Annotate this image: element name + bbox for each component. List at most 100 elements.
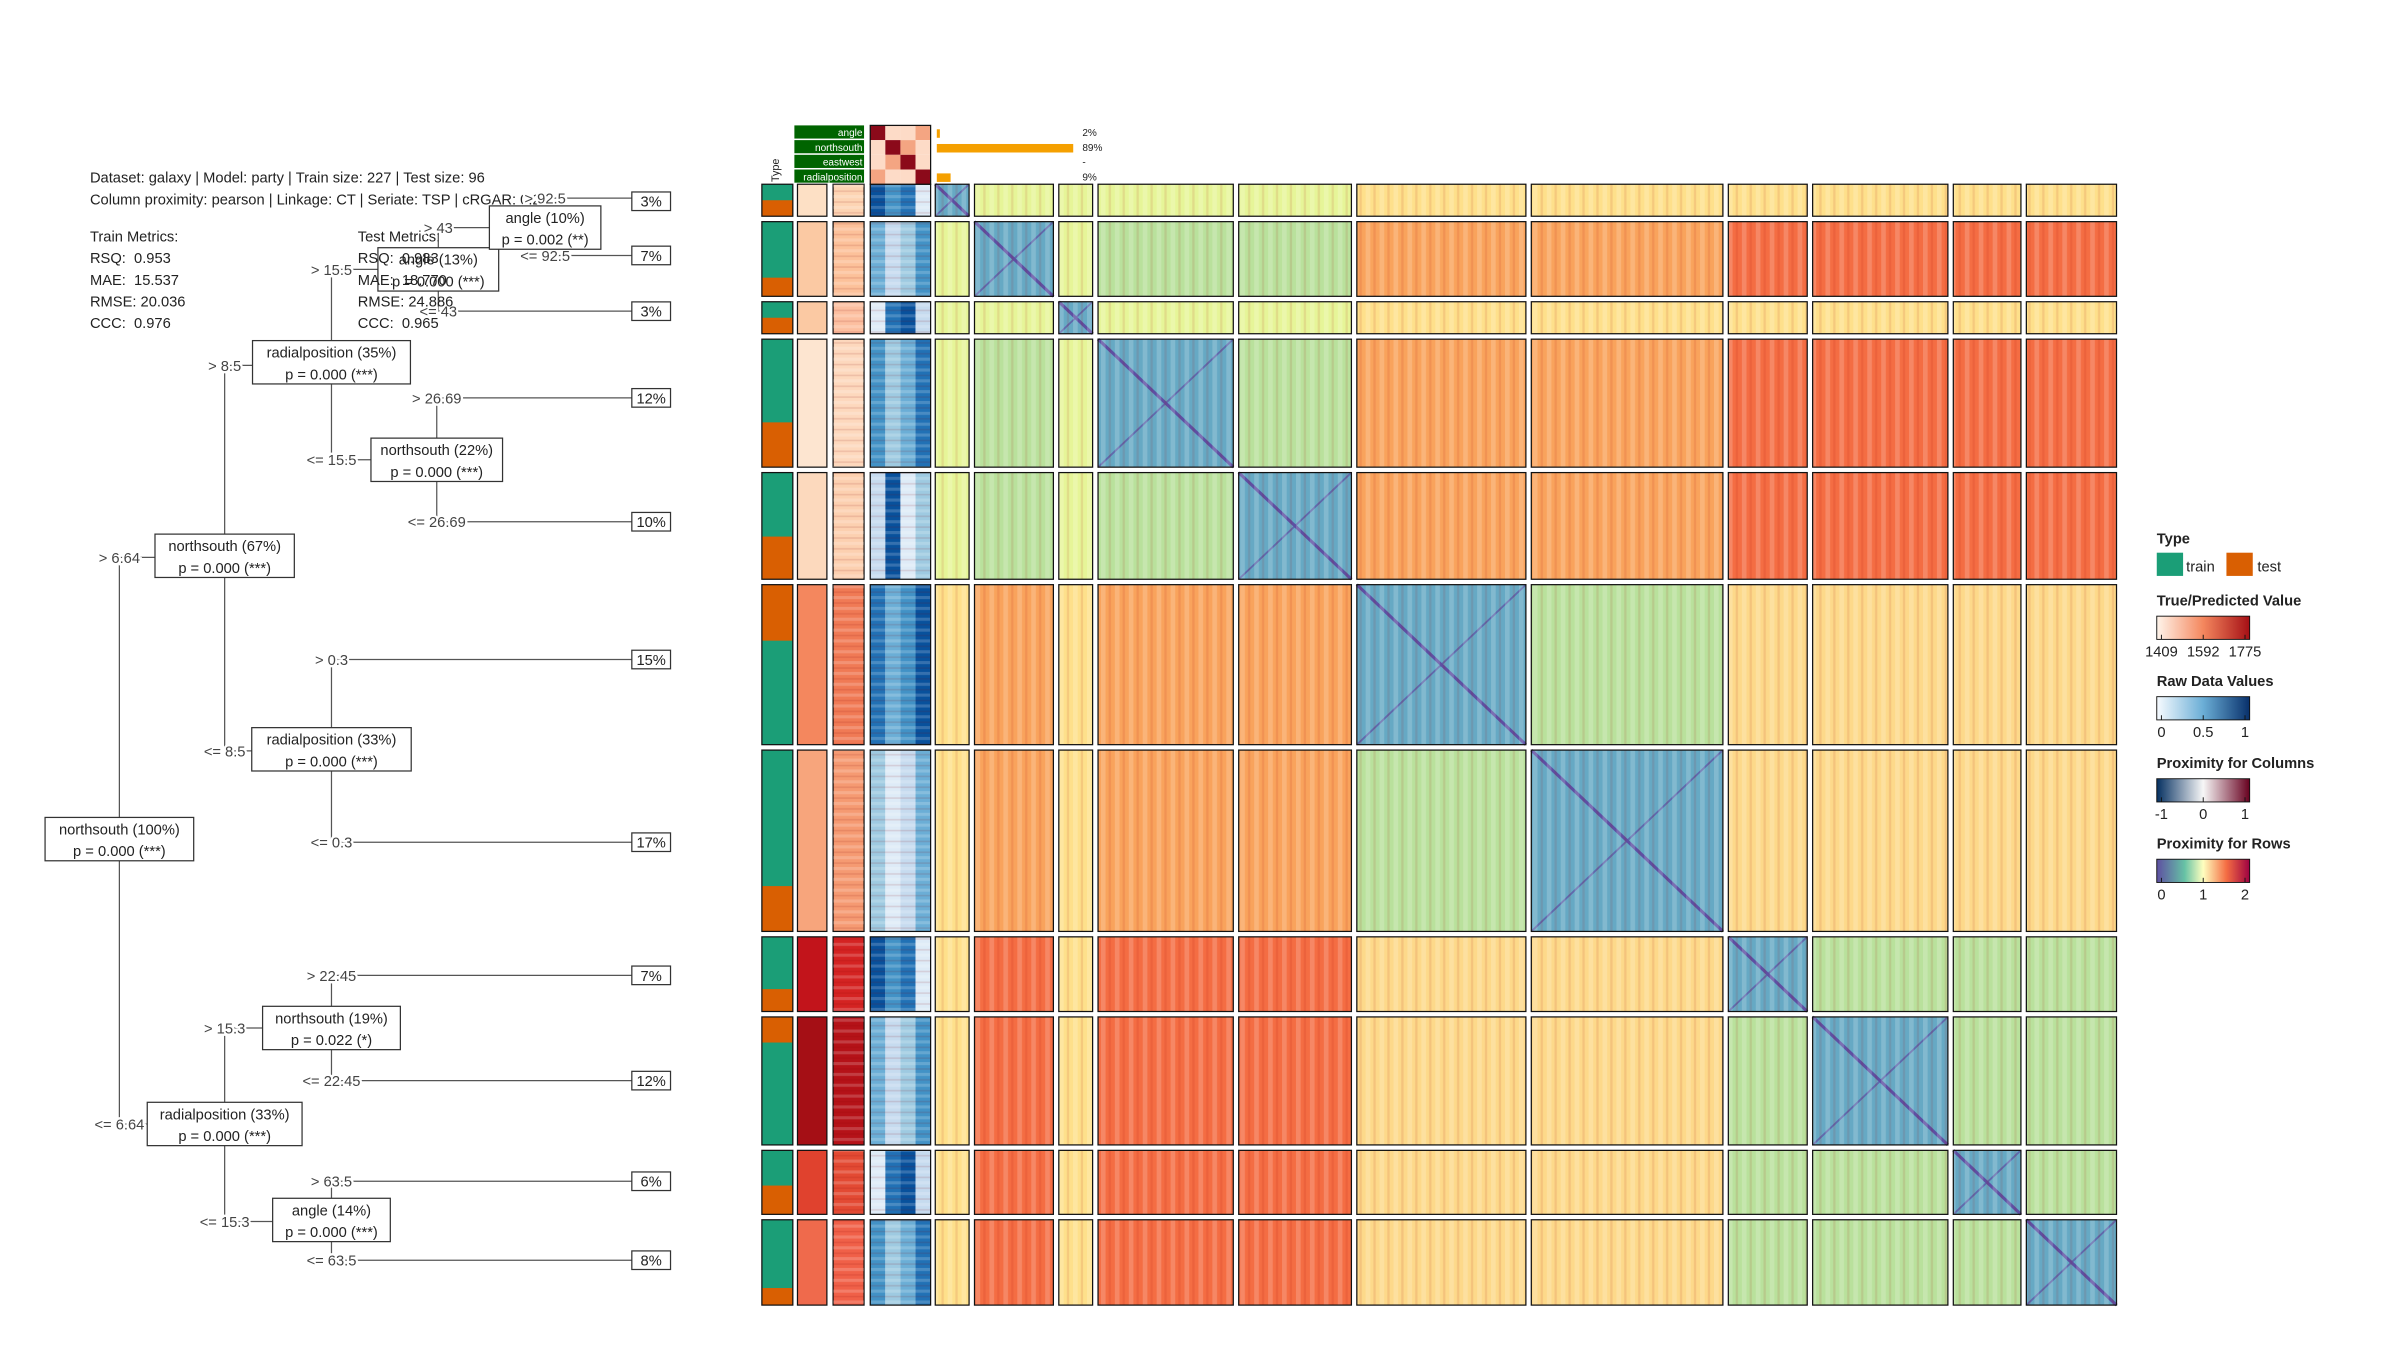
legend-item: test [2257, 559, 2281, 575]
proximity-texture [1812, 301, 1948, 334]
leaf-box [631, 1171, 672, 1192]
block-border [1238, 338, 1353, 468]
proximity-texture [2026, 221, 2117, 297]
block-border [1530, 1149, 1724, 1215]
feature-label-bg [794, 125, 865, 139]
block-border [869, 749, 932, 933]
block-border [1530, 936, 1724, 1013]
edge-label: <= 92.5 [520, 249, 570, 265]
proximity-texture [974, 472, 1054, 580]
edge-label: <= 8.5 [204, 744, 246, 760]
proximity-texture [1728, 584, 1808, 745]
node-label: angle (14%) [292, 1203, 371, 1219]
proximity-texture [935, 1016, 970, 1145]
type-cell [761, 886, 793, 932]
block-border [934, 749, 970, 933]
block-border [1058, 471, 1094, 580]
proximity-texture [1058, 1150, 1093, 1215]
proximity-texture [1356, 301, 1526, 334]
proximity-texture [1058, 750, 1093, 932]
feature-corr-cell [915, 169, 931, 185]
feature-corr-cell [885, 169, 901, 185]
feature-name: eastwest [823, 158, 863, 169]
node-pvalue: p = 0.000 (***) [285, 367, 378, 383]
proximity-texture [1058, 184, 1093, 217]
proximity-texture [1953, 1150, 2021, 1215]
block-border [934, 221, 970, 297]
metric: RSQ: 0.983 [358, 251, 439, 267]
proximity-texture [1812, 339, 1948, 468]
raw-texture [870, 1016, 931, 1145]
proximity-texture [1058, 472, 1093, 580]
block-border [973, 584, 1055, 746]
proximity-texture [1238, 1219, 1352, 1306]
feature-corr-cell [870, 154, 886, 170]
block-border [973, 221, 1055, 297]
leaf-label: 7% [641, 249, 662, 265]
block-border [1952, 1016, 2022, 1146]
node-pvalue: p = 0.000 (***) [390, 465, 483, 481]
type-cell [761, 422, 793, 468]
feature-corr-cell [885, 125, 901, 141]
proximity-texture [2026, 1219, 2117, 1306]
block-border [1727, 338, 1808, 468]
colorbar-label: 1 [2241, 807, 2249, 823]
leaf-label: 15% [636, 653, 665, 669]
feature-label-bg [794, 140, 865, 154]
block-border [1058, 749, 1094, 933]
block-border [1097, 1219, 1234, 1306]
proximity-texture [1058, 301, 1093, 334]
block-border [1727, 749, 1808, 933]
feature-corr-cell [885, 154, 901, 170]
block-border [1356, 301, 1527, 335]
leaf-label: 12% [636, 1074, 665, 1090]
true-value-cell [796, 1016, 828, 1146]
node-pvalue: p = 0.000 (***) [178, 561, 271, 577]
block-border [1097, 183, 1234, 217]
block-border [1238, 749, 1353, 933]
edge-label: <= 15.3 [200, 1215, 250, 1231]
block-border [1097, 749, 1234, 933]
type-cell [761, 1288, 793, 1306]
importance-label: 2% [1082, 128, 1097, 139]
block-border [973, 1219, 1055, 1306]
block-border [934, 1149, 970, 1215]
proximity-texture [1728, 301, 1808, 334]
raw-texture [870, 1150, 931, 1215]
column-label: Type [770, 159, 782, 182]
colorbar-label: 0 [2157, 887, 2165, 903]
block-border [1952, 301, 2022, 335]
edge-label: > 92.5 [525, 192, 566, 208]
tree-node [251, 727, 412, 772]
proximity-texture [2026, 1150, 2117, 1215]
block-border [1356, 1149, 1527, 1215]
pred-texture [833, 339, 865, 468]
proximity-texture [1531, 584, 1723, 745]
block-border [1727, 1016, 1808, 1146]
heatmap [761, 183, 2118, 1307]
block-border [1727, 1219, 1808, 1306]
block-border [1812, 1149, 1949, 1215]
pred-texture [833, 1150, 865, 1215]
block-border [973, 471, 1055, 580]
block-border [869, 584, 932, 746]
proximity-texture [1953, 750, 2021, 932]
proximity-texture [1812, 584, 1948, 745]
proximity-texture [1728, 750, 1808, 932]
proximity-texture [1238, 472, 1352, 580]
feature-panel: angle 2% northsouth 89% eastwest - radialposit… [794, 124, 1103, 185]
proximity-texture [1356, 472, 1526, 580]
proximity-texture [974, 339, 1054, 468]
legend-title: True/Predicted Value [2157, 593, 2302, 609]
block-border [1356, 584, 1527, 746]
proximity-texture [1058, 221, 1093, 297]
feature-corr-cell [900, 154, 916, 170]
proximity-texture [974, 221, 1054, 297]
proximity-texture [974, 301, 1054, 334]
proximity-texture [1728, 1150, 1808, 1215]
block-border [1530, 338, 1724, 468]
pred-texture [833, 750, 865, 932]
block-border [1238, 1219, 1353, 1306]
true-value-cell [796, 471, 828, 580]
proximity-texture [1356, 1219, 1526, 1306]
